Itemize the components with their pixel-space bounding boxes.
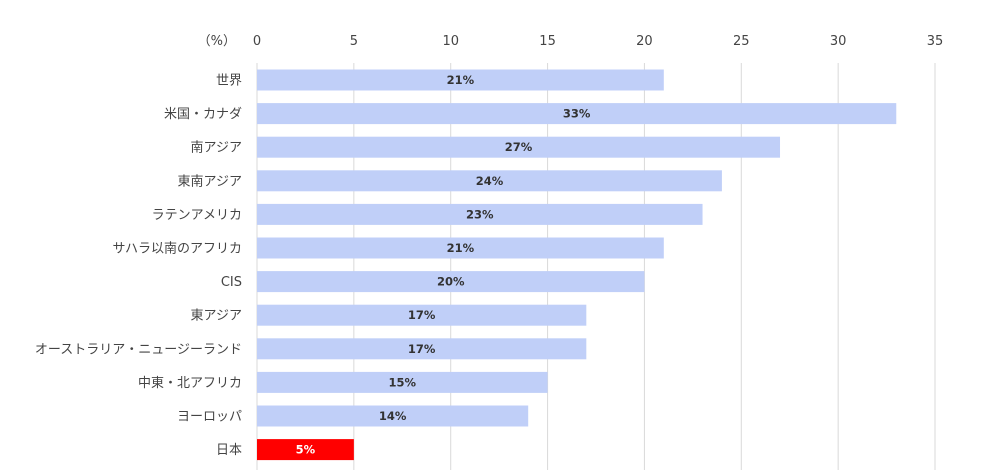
data-label: 21% [447, 241, 475, 255]
x-tick-label: 5 [350, 34, 358, 49]
bar [257, 103, 897, 125]
data-label: 17% [408, 342, 436, 356]
bar [257, 405, 529, 427]
bar [257, 338, 587, 360]
x-tick-label: 15 [539, 34, 556, 49]
bar [257, 136, 781, 158]
x-tick-label: 25 [733, 34, 750, 49]
bar [257, 304, 587, 326]
data-label: 23% [466, 207, 494, 221]
bar [257, 271, 645, 293]
category-label: 東南アジア [178, 173, 242, 189]
bar [257, 371, 548, 393]
data-labels: 21% 33% 27% 24% 23% 21% 20% 17% 17% 15% 14% 5% [296, 73, 591, 457]
data-label: 33% [563, 107, 591, 121]
data-label: 20% [437, 275, 465, 289]
x-tick-label: 30 [830, 34, 847, 49]
data-label: 17% [408, 308, 436, 322]
x-tick-label: 0 [253, 34, 261, 49]
x-axis-ticks: 0 5 10 15 20 25 30 35 [253, 34, 943, 49]
category-label: ラテンアメリカ [152, 208, 242, 223]
category-label: 中東・北アフリカ [138, 375, 242, 391]
bars [257, 69, 897, 461]
bar [257, 203, 703, 225]
category-label: オーストラリア・ニュージーランド [35, 342, 242, 357]
gridlines [256, 63, 936, 470]
x-tick-label: 10 [442, 34, 459, 49]
x-tick-label: 20 [636, 34, 653, 49]
bar [257, 237, 664, 259]
data-label: 21% [447, 73, 475, 87]
category-label: サハラ以南のアフリカ [113, 241, 242, 257]
data-label: 15% [389, 375, 417, 389]
category-label: CIS [221, 275, 242, 290]
category-label: 米国・カナダ [164, 107, 242, 122]
category-label: 東アジア [191, 308, 242, 324]
unit-label: （%） [198, 34, 236, 49]
data-label: 27% [505, 140, 533, 154]
category-label: 南アジア [191, 140, 242, 156]
bar [257, 170, 722, 192]
category-label: 日本 [216, 443, 242, 458]
data-label: 5% [296, 443, 316, 457]
category-label: ヨーロッパ [177, 410, 242, 425]
category-label: 世界 [216, 74, 242, 89]
bar [257, 69, 664, 91]
x-tick-label: 35 [927, 34, 944, 49]
data-label: 14% [379, 409, 407, 423]
bar [257, 439, 354, 461]
data-label: 24% [476, 174, 504, 188]
